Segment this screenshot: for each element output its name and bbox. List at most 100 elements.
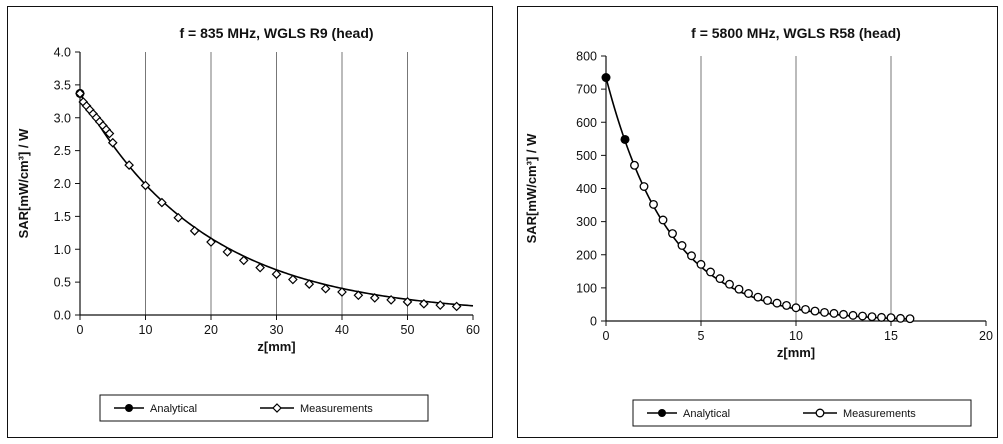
measurement-point — [877, 312, 886, 322]
measurement-point — [320, 283, 331, 294]
legend-analytical-label: Analytical — [683, 408, 730, 420]
y-tick-label: 3.5 — [54, 78, 71, 92]
y-tick-label: 0.5 — [54, 276, 71, 290]
measurement-point — [696, 259, 706, 269]
measurement-point — [829, 308, 839, 318]
legend-analytical-marker — [658, 409, 666, 417]
measurement-point — [107, 137, 118, 148]
measurement-point — [715, 274, 725, 284]
y-tick-label: 2.0 — [54, 177, 71, 191]
measurement-point — [896, 313, 905, 323]
measurement-point — [288, 274, 298, 285]
measurement-point — [820, 307, 829, 317]
measurement-point — [173, 212, 184, 223]
y-tick-label: 3.0 — [54, 111, 71, 125]
measurement-point — [639, 182, 649, 191]
x-tick-label: 5 — [698, 329, 705, 343]
measurement-point — [905, 314, 915, 324]
measurement-point — [886, 313, 896, 323]
measurement-point — [435, 300, 446, 310]
x-axis-label: z[mm] — [777, 345, 815, 360]
x-tick-label: 10 — [789, 329, 803, 343]
measurement-point — [772, 298, 782, 308]
y-tick-label: 300 — [576, 215, 597, 229]
measurement-point — [658, 215, 668, 225]
measurement-point — [157, 197, 167, 208]
measurement-point — [848, 310, 858, 320]
measurement-point — [763, 296, 772, 305]
x-tick-label: 0 — [603, 329, 610, 343]
measurement-point — [839, 309, 848, 319]
measurement-point — [353, 290, 364, 301]
measurement-point — [419, 298, 429, 309]
x-tick-label: 20 — [979, 329, 993, 343]
y-tick-label: 100 — [576, 281, 597, 295]
measurement-point — [782, 300, 791, 310]
x-tick-label: 0 — [77, 323, 84, 337]
measurement-point — [238, 255, 249, 266]
measurement-point — [255, 262, 265, 273]
x-tick-label: 40 — [335, 323, 349, 337]
measurement-point — [386, 295, 396, 305]
measurement-point — [189, 225, 200, 236]
x-tick-label: 30 — [270, 323, 284, 337]
chart-panel-835mhz: f = 835 MHz, WGLS R9 (head) 0 10 20 30 40 50 60… — [7, 6, 493, 438]
measurement-point — [124, 160, 134, 170]
chart-panel-5800mhz: f = 5800 MHz, WGLS R58 (head) 0 5 10 15 20 0 10… — [517, 6, 998, 438]
measurement-point — [801, 304, 810, 314]
y-tick-label: 1.5 — [54, 210, 71, 224]
y-tick-label: 400 — [576, 182, 597, 196]
measurement-point — [677, 241, 687, 250]
measurement-point — [104, 128, 115, 139]
measurement-point — [337, 287, 347, 297]
measurement-point — [791, 303, 801, 313]
legend-measurements-label: Measurements — [300, 403, 373, 415]
analytical-series-line — [605, 77, 911, 320]
measurement-point — [630, 160, 639, 170]
y-tick-label: 2.5 — [54, 144, 71, 158]
legend-box — [632, 399, 972, 427]
measurement-point — [402, 297, 413, 307]
measurement-point — [206, 237, 216, 247]
legend-measurements-marker — [815, 408, 825, 418]
x-tick-label: 15 — [884, 329, 898, 343]
y-tick-label: 0 — [590, 315, 597, 329]
x-tick-label: 20 — [204, 323, 218, 337]
legend-analytical-marker — [125, 404, 133, 412]
y-tick-label: 700 — [576, 83, 597, 97]
measurement-point — [222, 247, 233, 257]
analytical-point — [601, 73, 611, 83]
y-tick-label: 500 — [576, 149, 597, 163]
y-tick-label: 800 — [576, 50, 597, 64]
x-axis-label: z[mm] — [257, 339, 295, 354]
chart-835mhz: f = 835 MHz, WGLS R9 (head) 0 10 20 30 40 50 60… — [16, 25, 480, 422]
measurement-point — [725, 279, 734, 289]
y-tick-label: 200 — [576, 248, 597, 262]
chart-title: f = 835 MHz, WGLS R9 (head) — [179, 25, 373, 41]
measurement-point — [744, 289, 753, 298]
measurement-point — [369, 293, 380, 303]
y-tick-label: 4.0 — [54, 46, 71, 60]
measurement-point — [140, 180, 151, 191]
chart-title: f = 5800 MHz, WGLS R58 (head) — [691, 25, 901, 41]
measurement-point — [668, 229, 677, 238]
y-tick-label: 600 — [576, 116, 597, 130]
measurement-point — [810, 306, 820, 316]
measurement-point — [858, 311, 867, 321]
measurement-point — [451, 301, 462, 312]
y-axis-label: SAR[mW/cm³] / W — [524, 133, 539, 244]
measurement-point — [753, 292, 763, 302]
y-tick-label: 1.0 — [54, 243, 71, 257]
chart-5800mhz: f = 5800 MHz, WGLS R58 (head)0 5 10 15 20010… — [524, 25, 993, 427]
measurement-point — [75, 88, 85, 99]
measurement-point — [867, 312, 877, 322]
y-tick-label: 0.0 — [54, 309, 71, 323]
measurement-point — [687, 251, 696, 261]
x-tick-label: 60 — [466, 323, 480, 337]
x-tick-label: 10 — [139, 323, 153, 337]
measurement-point — [706, 267, 715, 277]
measurement-point — [271, 269, 282, 280]
measurement-point — [649, 199, 658, 209]
analytical-point — [620, 134, 630, 144]
measurement-point — [734, 284, 744, 294]
